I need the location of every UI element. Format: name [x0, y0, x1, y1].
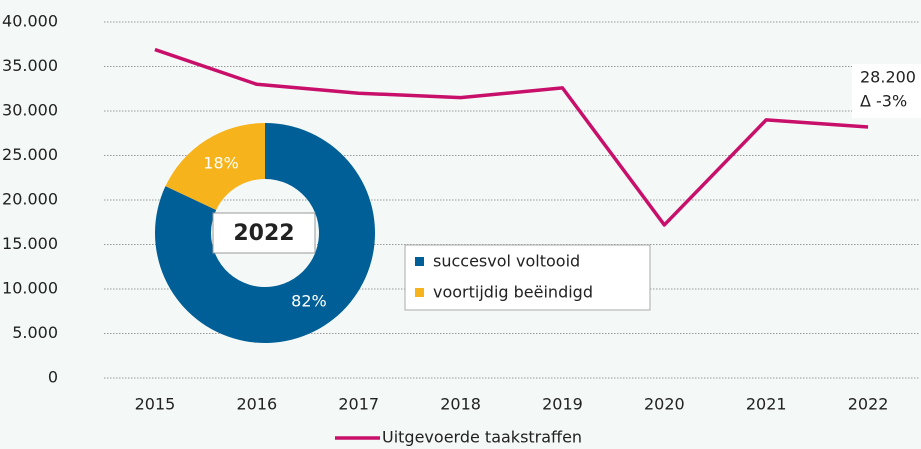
annotation: Δ -3%: [860, 92, 907, 111]
annotation: 28.200: [860, 68, 916, 87]
y-tick-label: 25.000: [2, 145, 58, 164]
x-tick-label: 2021: [746, 395, 787, 414]
y-tick-label: 10.000: [2, 279, 58, 298]
x-tick-label: 2015: [135, 395, 176, 414]
legend-swatch: [415, 288, 424, 297]
y-tick-label: 40.000: [2, 12, 58, 31]
y-tick-label: 5.000: [12, 323, 58, 342]
y-tick-label: 35.000: [2, 56, 58, 75]
line: [154, 47, 869, 227]
x-tick-label: 2018: [440, 395, 481, 414]
y-tick-label: 30.000: [2, 101, 58, 120]
center-box: [212, 212, 316, 254]
slice-label: 18%: [203, 153, 239, 172]
x-tick-label: 2022: [848, 395, 889, 414]
x-tick-label: 2016: [236, 395, 277, 414]
y-tick-label: 20.000: [2, 190, 58, 209]
donut-slice: [154, 123, 375, 343]
x-tick-label: 2019: [542, 395, 583, 414]
x-tick-label: 2017: [338, 395, 379, 414]
legend-swatch: [415, 257, 424, 266]
legend-label: Uitgevoerde taakstraffen: [382, 428, 582, 447]
slice-label: 82%: [291, 292, 327, 311]
y-tick-label: 0: [48, 368, 58, 387]
annotation-box: [852, 64, 921, 118]
donut-title: 2022: [233, 221, 294, 246]
y-tick-label: 15.000: [2, 234, 58, 253]
legend-box: [404, 244, 651, 311]
x-tick-label: 2020: [644, 395, 685, 414]
donut-slice: [165, 122, 265, 211]
legend-label: succesvol voltooid: [433, 252, 580, 271]
legend-label: voortijdig beëindigd: [433, 283, 593, 302]
